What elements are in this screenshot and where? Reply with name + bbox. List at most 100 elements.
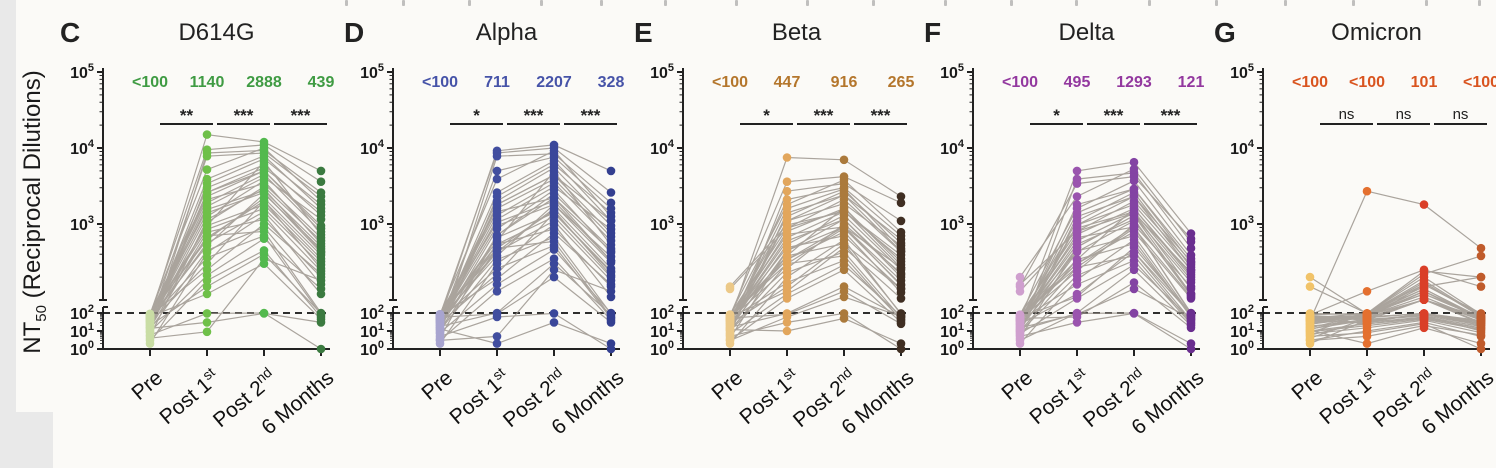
significance-label: ***	[1104, 106, 1124, 125]
y-tick-label: 101	[360, 321, 384, 341]
panel-beta: E Beta <100 447 916 265 * *** *** 105 104 103 102 101…	[626, 0, 916, 468]
timepoint-points	[1476, 243, 1486, 354]
median-value: <100	[1349, 74, 1385, 91]
y-axis-label-gutter: NT50 (Reciprocal Dilutions)	[16, 0, 46, 468]
y-tick-label: 102	[940, 303, 964, 323]
median-value: <100	[422, 74, 458, 91]
y-tick-label: 103	[1230, 214, 1254, 234]
timepoint-points	[316, 166, 326, 354]
subject-lines	[729, 156, 902, 350]
panel-title: D614G	[178, 19, 254, 46]
figure-panels-row: NT50 (Reciprocal Dilutions) C D614G <100 11…	[16, 0, 1496, 468]
median-value: 447	[774, 74, 801, 91]
y-tick-label: 101	[70, 321, 94, 341]
significance-label: ***	[524, 106, 544, 125]
y-tick-label: 100	[360, 339, 384, 359]
y-tick-label: 100	[650, 339, 674, 359]
panel-alpha: D Alpha <100 711 2207 328 * *** *** 105 104 103 102 1…	[336, 0, 626, 468]
y-tick-label: 101	[940, 321, 964, 341]
significance-label: *	[1053, 106, 1060, 125]
y-tick-label: 105	[1230, 62, 1254, 82]
x-tick-label: Pre	[997, 366, 1037, 405]
timepoint-points	[1362, 186, 1372, 348]
timepoint-points	[1186, 229, 1196, 354]
y-tick-label: 102	[650, 303, 674, 323]
y-tick-label: 103	[940, 214, 964, 234]
y-tick-label: 105	[940, 62, 964, 82]
significance-label: ***	[291, 106, 311, 125]
y-tick-label: 101	[650, 321, 674, 341]
median-value: 265	[888, 74, 915, 91]
y-tick-label: 104	[360, 138, 385, 158]
significance-label: ***	[1161, 106, 1181, 125]
median-value: 1140	[190, 74, 225, 91]
subject-lines	[149, 133, 322, 350]
panel-letter: G	[1214, 17, 1236, 48]
median-value: 121	[1178, 74, 1205, 91]
timepoint-points	[492, 146, 502, 348]
significance-label: **	[180, 106, 194, 125]
panel-letter: E	[634, 17, 653, 48]
panel-title: Beta	[772, 19, 822, 46]
median-value: <100	[1292, 74, 1328, 91]
panel-delta: F Delta <100 495 1293 121 * *** *** 105 104 103 102 1…	[916, 0, 1206, 468]
y-tick-label: 104	[70, 138, 95, 158]
timepoint-points	[1129, 157, 1139, 318]
page-background-corner	[0, 412, 53, 468]
timepoint-points	[1419, 200, 1429, 333]
median-value: 2888	[246, 74, 282, 91]
timepoint-points	[549, 140, 559, 327]
median-value: 328	[598, 74, 625, 91]
panel-letter: C	[60, 17, 80, 48]
timepoint-points	[1072, 166, 1082, 327]
timepoint-points	[202, 130, 212, 337]
y-tick-label: 101	[1230, 321, 1254, 341]
median-value: 439	[308, 74, 335, 91]
significance-label: ***	[814, 106, 834, 125]
median-value: 495	[1064, 74, 1091, 91]
x-tick-label: Pre	[1287, 366, 1327, 405]
panel-title: Alpha	[476, 19, 538, 46]
panel-omicron: G Omicron <100 <100 101 <100 ns ns ns 105 104 103 10…	[1206, 0, 1496, 468]
y-tick-label: 100	[70, 339, 94, 359]
timepoint-points	[782, 153, 792, 336]
panel-letter: D	[344, 17, 364, 48]
timepoint-points	[896, 192, 906, 354]
median-value: 101	[1411, 74, 1438, 91]
timepoint-points	[1305, 272, 1315, 348]
y-tick-label: 102	[1230, 303, 1254, 323]
panel-chart-delta: F Delta<100 495 1293 121* *** ***1051041031021…	[924, 17, 1206, 439]
y-axis-title: NT50 (Reciprocal Dilutions)	[19, 70, 46, 353]
significance-label: ns	[1396, 106, 1412, 123]
timepoint-points	[435, 309, 445, 348]
significance-label: ***	[871, 106, 891, 125]
x-tick-label: Pre	[127, 366, 167, 405]
significance-label: *	[763, 106, 770, 125]
panel-letter: F	[924, 17, 941, 48]
panel-title: Omicron	[1331, 19, 1422, 46]
timepoint-points	[259, 137, 269, 318]
median-value: <100	[1002, 74, 1038, 91]
median-value: <100	[132, 74, 168, 91]
y-tick-label: 105	[360, 62, 384, 82]
y-tick-label: 100	[940, 339, 964, 359]
subject-lines	[439, 144, 612, 350]
timepoint-points	[839, 155, 849, 323]
y-tick-label: 103	[360, 214, 384, 234]
subject-lines	[1019, 161, 1192, 350]
median-value: 916	[831, 74, 858, 91]
median-value: 711	[484, 74, 510, 91]
significance-label: ***	[581, 106, 601, 125]
subject-lines	[1309, 190, 1482, 350]
panel-chart-alpha: D Alpha<100 711 2207 328* *** ***1051041031021…	[344, 17, 626, 439]
timepoint-points	[1015, 272, 1025, 348]
y-tick-label: 103	[650, 214, 674, 234]
panel-chart-omicron: G Omicron <100 <100 101 <100 ns ns ns 105 104 103 10…	[1214, 17, 1496, 439]
y-tick-label: 105	[70, 62, 94, 82]
median-value: 2207	[536, 74, 572, 91]
significance-label: *	[473, 106, 480, 125]
timepoint-points	[606, 166, 616, 354]
y-tick-label: 102	[360, 303, 384, 323]
median-value: 1293	[1116, 74, 1152, 91]
y-tick-label: 104	[650, 138, 675, 158]
